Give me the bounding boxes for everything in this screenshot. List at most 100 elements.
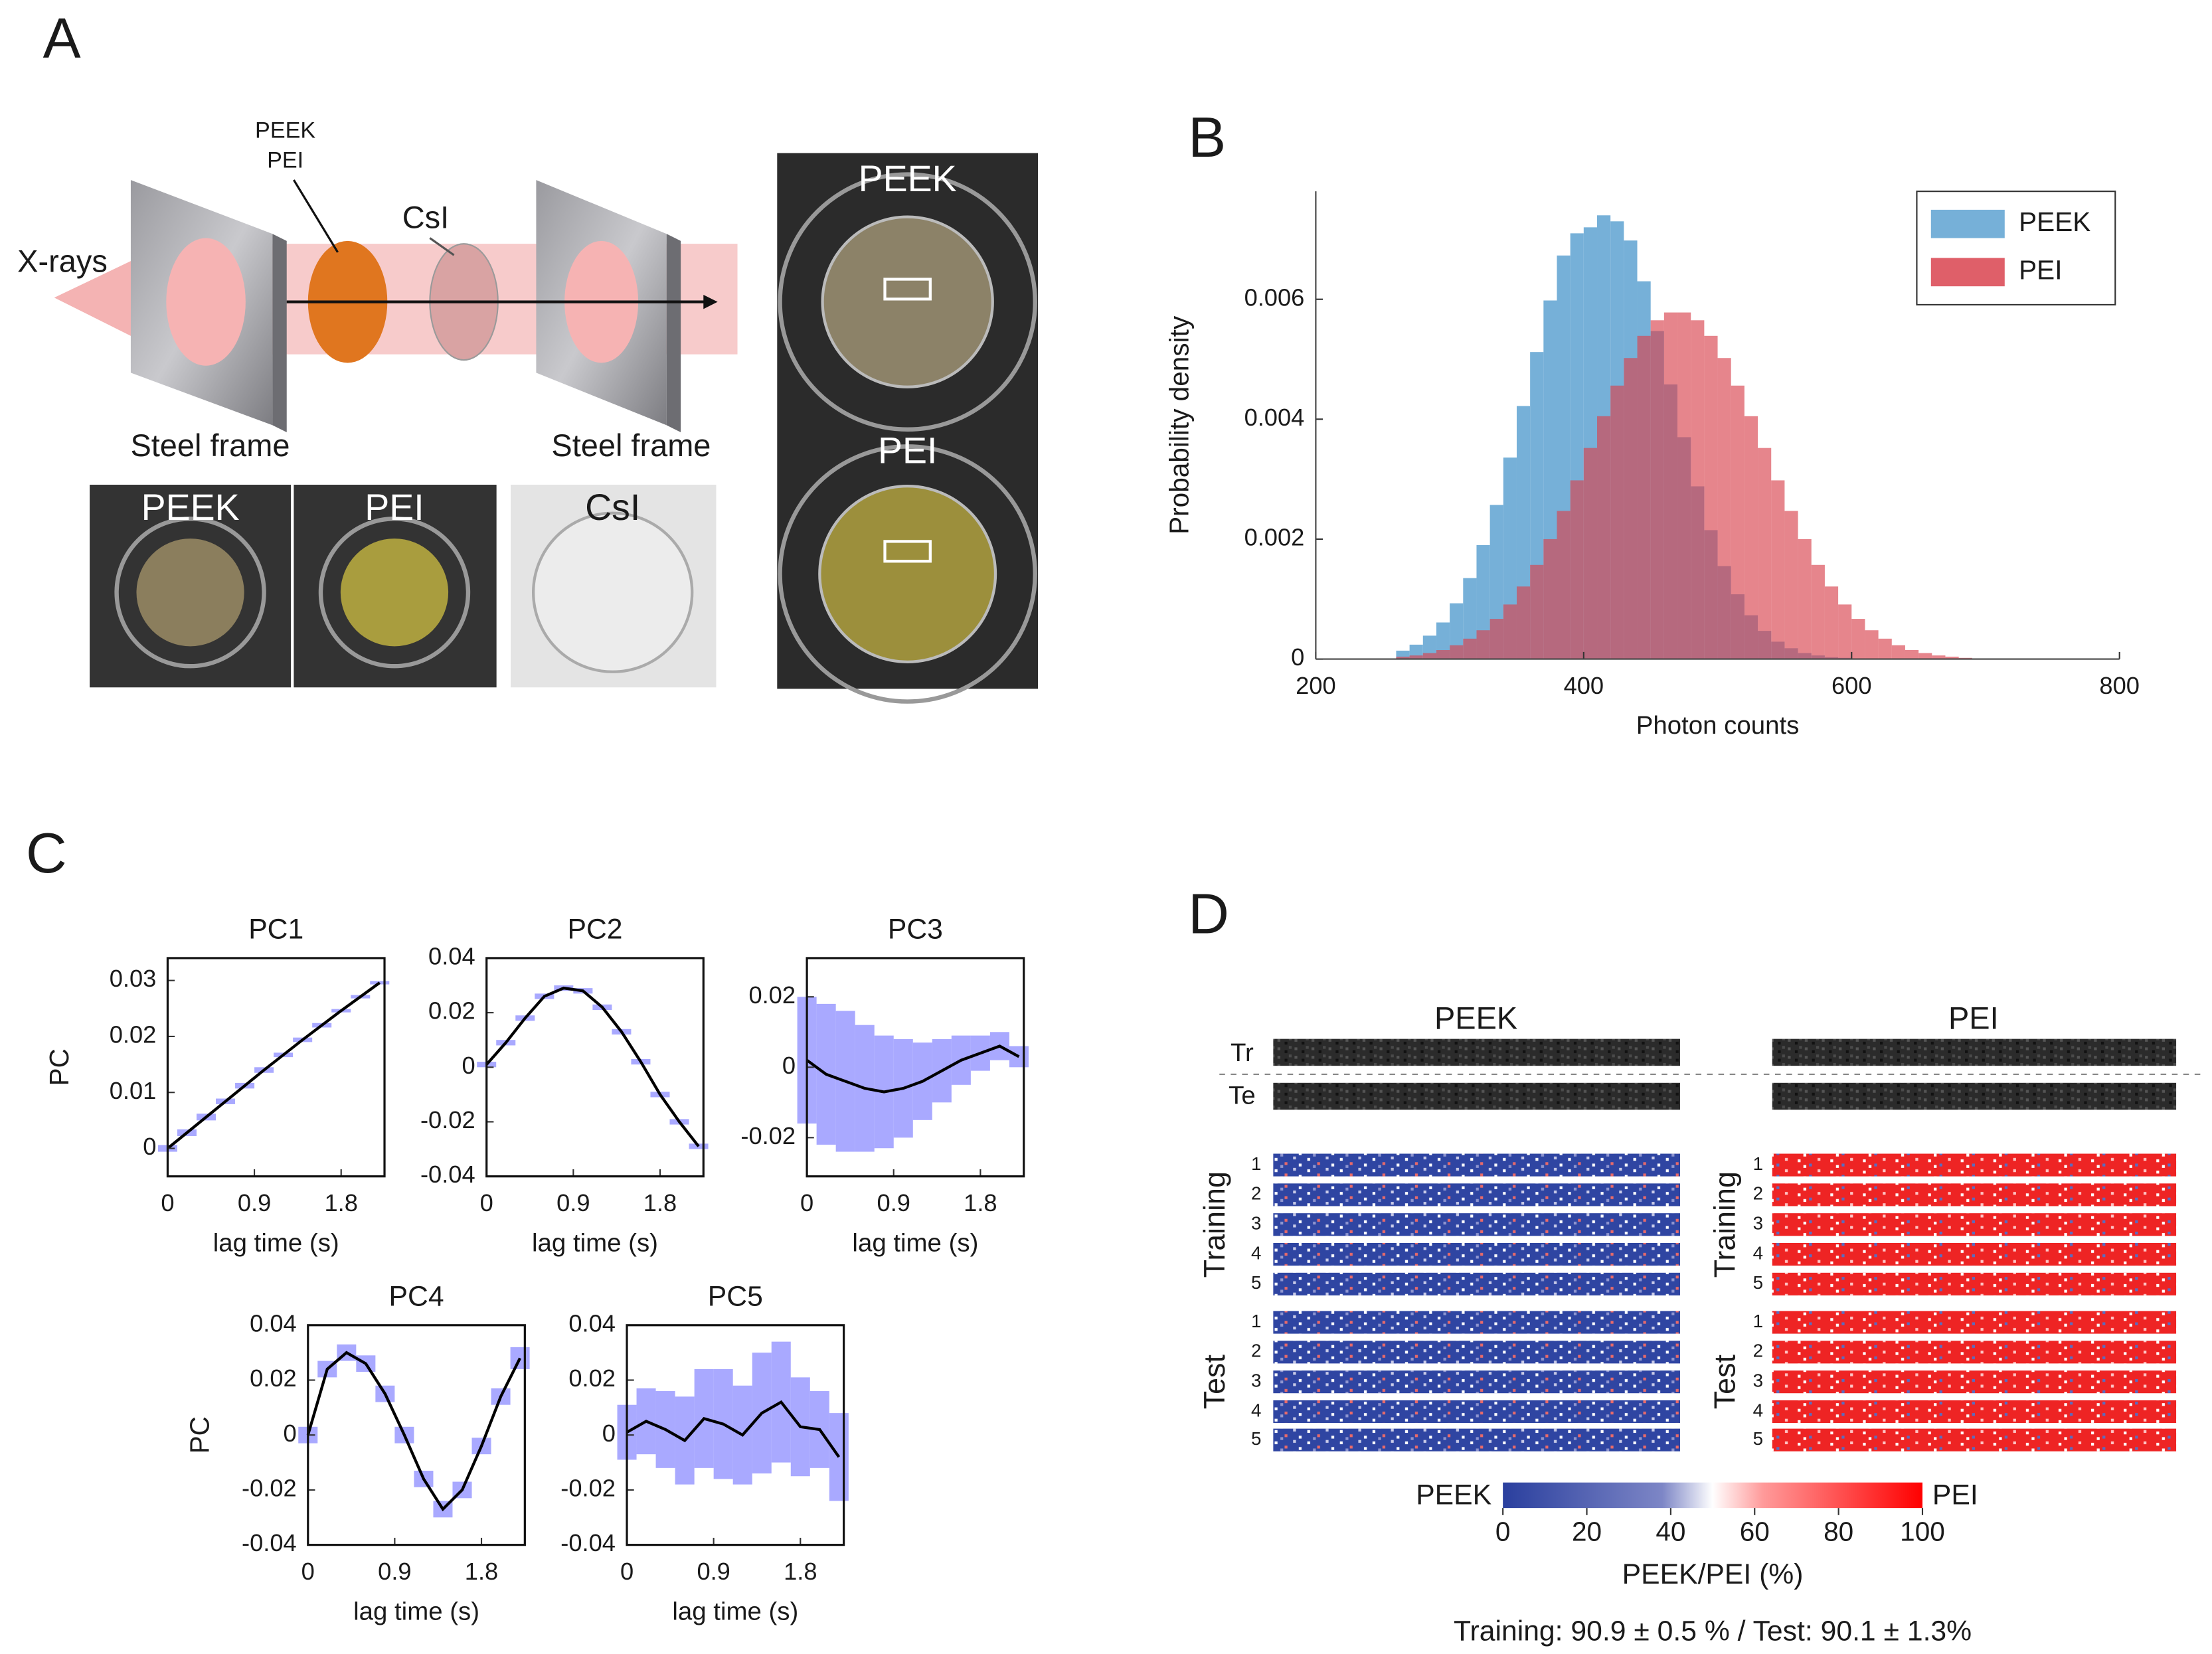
aperture: [166, 238, 246, 366]
chart-title: PC3: [888, 914, 943, 946]
prediction-row: [1772, 1183, 2177, 1206]
row-label: Tr: [1231, 1038, 1254, 1067]
x-tick-label: 1.8: [324, 1189, 357, 1216]
y-tick-label: -0.04: [560, 1529, 616, 1556]
y-tick-label: 0: [462, 1052, 475, 1079]
histogram-bar: [1663, 312, 1678, 659]
line: [167, 981, 381, 1150]
pointer: [293, 179, 339, 253]
x-tick-label: 0.9: [378, 1558, 411, 1585]
colorbar-label: PEEK/PEI (%): [1622, 1558, 1804, 1590]
row-number: 2: [1753, 1341, 1763, 1361]
histogram-bar: [1436, 622, 1450, 659]
photo-label: CsI: [585, 487, 640, 528]
colorbar-tick-label: 100: [1900, 1516, 1945, 1546]
label: PEEK: [255, 118, 315, 143]
row-number: 5: [1753, 1272, 1763, 1293]
plot-frame: [485, 957, 705, 1178]
prediction-row: [1273, 1400, 1680, 1424]
histogram-bar: [1918, 653, 1932, 659]
histogram-bar: [1436, 650, 1450, 659]
histogram-bar: [1744, 416, 1758, 659]
image-strip: [1772, 1038, 2177, 1066]
histogram-bar: [1450, 603, 1464, 659]
label: PEI: [267, 147, 303, 173]
photo-label: PEI: [365, 487, 424, 528]
y-tick-label: 0.01: [110, 1077, 157, 1104]
photo-ring: [778, 172, 1037, 432]
y-tick-label: 0.004: [1244, 404, 1305, 431]
chart-title: PC4: [389, 1281, 444, 1313]
prediction-row: [1772, 1370, 2177, 1394]
line: [626, 1400, 841, 1458]
row-number: 1: [1753, 1311, 1763, 1331]
histogram-bar: [1650, 320, 1664, 659]
error-band: [829, 1413, 849, 1501]
row-number: 1: [1251, 1311, 1261, 1331]
histogram-bar: [1824, 586, 1839, 659]
row-number: 4: [1753, 1242, 1763, 1263]
histogram-bar: [1637, 335, 1651, 659]
prediction-row: [1772, 1311, 2177, 1334]
colorbar: [1503, 1482, 1922, 1509]
chart-title: PC5: [708, 1281, 763, 1313]
x-axis-label: lag time (s): [852, 1228, 978, 1257]
x-tick-label: 800: [2099, 672, 2140, 699]
y-axis-label: PC: [44, 1048, 74, 1086]
x-tick-label: 0.9: [556, 1189, 590, 1216]
y-axis-label: PC: [184, 1416, 214, 1453]
group-label: Training: [1198, 1171, 1231, 1278]
prediction-row: [1273, 1428, 1680, 1451]
y-tick-label: -0.04: [420, 1161, 475, 1188]
row-number: 2: [1251, 1183, 1261, 1204]
colorbar-tick-label: 40: [1656, 1516, 1685, 1546]
row-number: 2: [1753, 1183, 1763, 1204]
row-number: 5: [1251, 1428, 1261, 1449]
classification-panel: PEEK PEI Tr Te Training Training Test Te…: [1198, 1000, 2205, 1647]
histogram-bar: [1489, 619, 1503, 659]
histogram-bar: [1798, 538, 1812, 659]
steel-frame: [666, 234, 681, 433]
legend-swatch: [1930, 209, 2005, 238]
row-number: 2: [1251, 1341, 1261, 1361]
row-number: 1: [1753, 1153, 1763, 1174]
y-tick-label: 0.02: [748, 981, 796, 1009]
histogram-bar: [1865, 630, 1879, 659]
y-tick-label: -0.02: [242, 1475, 297, 1502]
row-number: 5: [1251, 1272, 1261, 1293]
x-tick-label: 400: [1564, 672, 1604, 699]
photo-label: PEEK: [141, 487, 240, 528]
y-tick-label: 0.04: [428, 943, 475, 970]
prediction-row: [1273, 1272, 1680, 1295]
x-tick-label: 0.9: [238, 1189, 271, 1216]
colorbar-end-label: PEI: [1932, 1479, 1978, 1511]
histogram-bar: [1677, 312, 1691, 659]
x-axis-label: lag time (s): [353, 1597, 479, 1625]
group-label: Test: [1708, 1355, 1741, 1410]
x-axis-label: lag time (s): [213, 1228, 339, 1257]
photo-ring: [778, 444, 1037, 704]
histogram-bar: [1717, 358, 1731, 659]
histogram-bar: [1396, 656, 1410, 659]
plot-frame: [307, 1324, 526, 1546]
x-tick-label: 1.8: [784, 1558, 817, 1585]
y-tick-label: 0.02: [110, 1021, 157, 1048]
histogram-bar: [1583, 448, 1598, 659]
histogram-bar: [1624, 358, 1638, 659]
prediction-row: [1273, 1341, 1680, 1364]
y-tick-label: 0.02: [250, 1365, 297, 1392]
x-axis-label: lag time (s): [532, 1228, 658, 1257]
y-axis-label: Probability density: [1163, 315, 1194, 535]
row-number: 4: [1251, 1400, 1261, 1420]
legend-swatch: [1930, 258, 2005, 287]
y-tick-label: -0.02: [740, 1122, 796, 1149]
label: Steel frame: [130, 428, 290, 463]
legend-label: PEEK: [2019, 207, 2090, 237]
prediction-row: [1273, 1242, 1680, 1266]
prediction-row: [1273, 1183, 1680, 1206]
y-tick-label: 0.002: [1244, 524, 1305, 551]
accuracy: Training: 90.9 ± 0.5 % / Test: 90.1 ± 1.…: [1454, 1615, 1972, 1647]
row-number: 3: [1251, 1370, 1261, 1390]
label: CsI: [402, 199, 449, 234]
x-tick-label: 0.9: [877, 1189, 910, 1216]
